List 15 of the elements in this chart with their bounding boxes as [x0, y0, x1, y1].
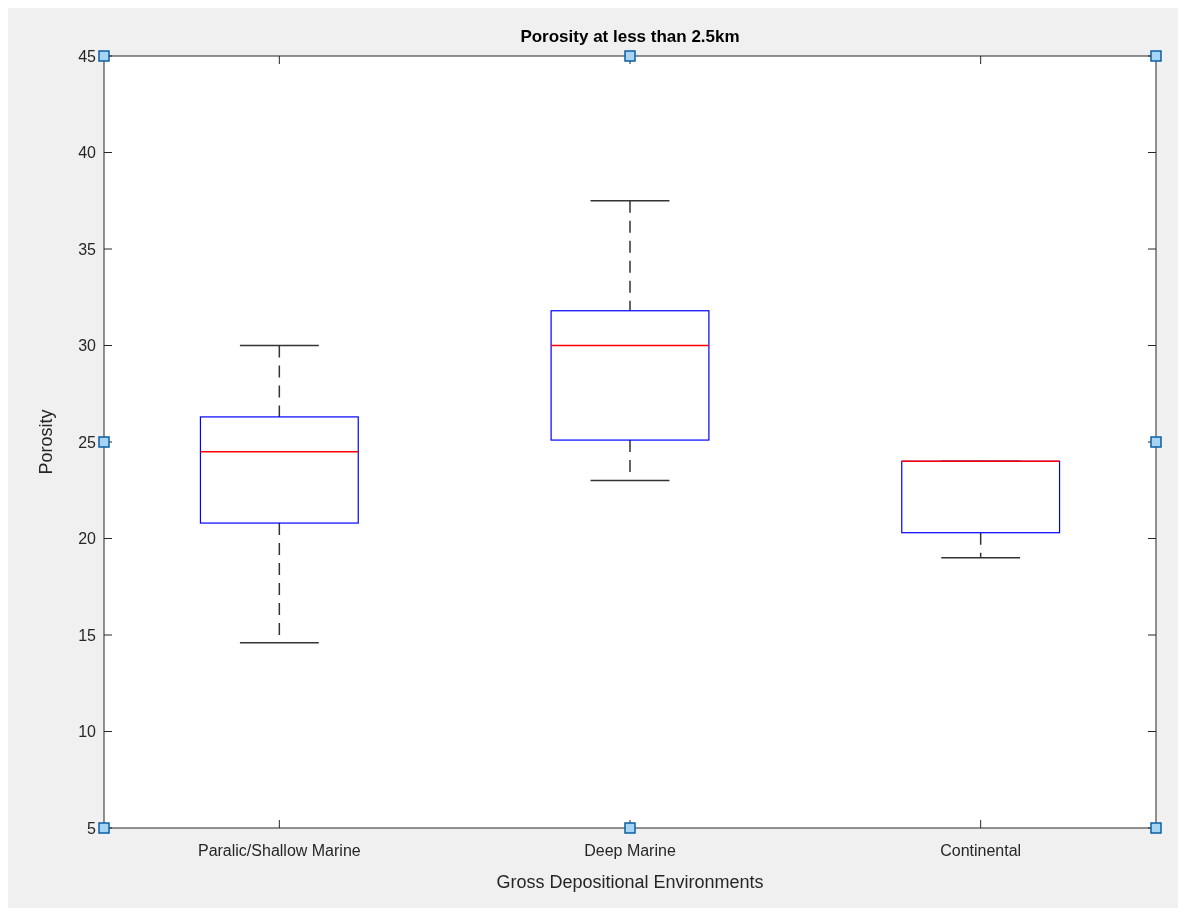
y-tick-label: 45: [78, 47, 97, 65]
y-axis-title: Porosity: [36, 409, 56, 475]
y-tick-label: 40: [78, 144, 97, 162]
x-tick-label: Continental: [940, 842, 1022, 859]
y-tick-label: 30: [78, 337, 97, 355]
y-tick-label: 25: [78, 433, 97, 451]
x-tick-label: Paralic/Shallow Marine: [197, 842, 361, 859]
x-axis-title: Gross Depositional Environments: [496, 872, 764, 892]
y-tick-label: 20: [78, 530, 97, 548]
x-tick-label: Deep Marine: [584, 842, 676, 859]
y-tick-label: 15: [78, 626, 97, 644]
y-tick-label: 10: [78, 723, 97, 741]
chart-title: Porosity at less than 2.5km: [520, 27, 740, 46]
y-tick-label: 5: [87, 819, 97, 837]
y-tick-label: 35: [78, 240, 97, 258]
